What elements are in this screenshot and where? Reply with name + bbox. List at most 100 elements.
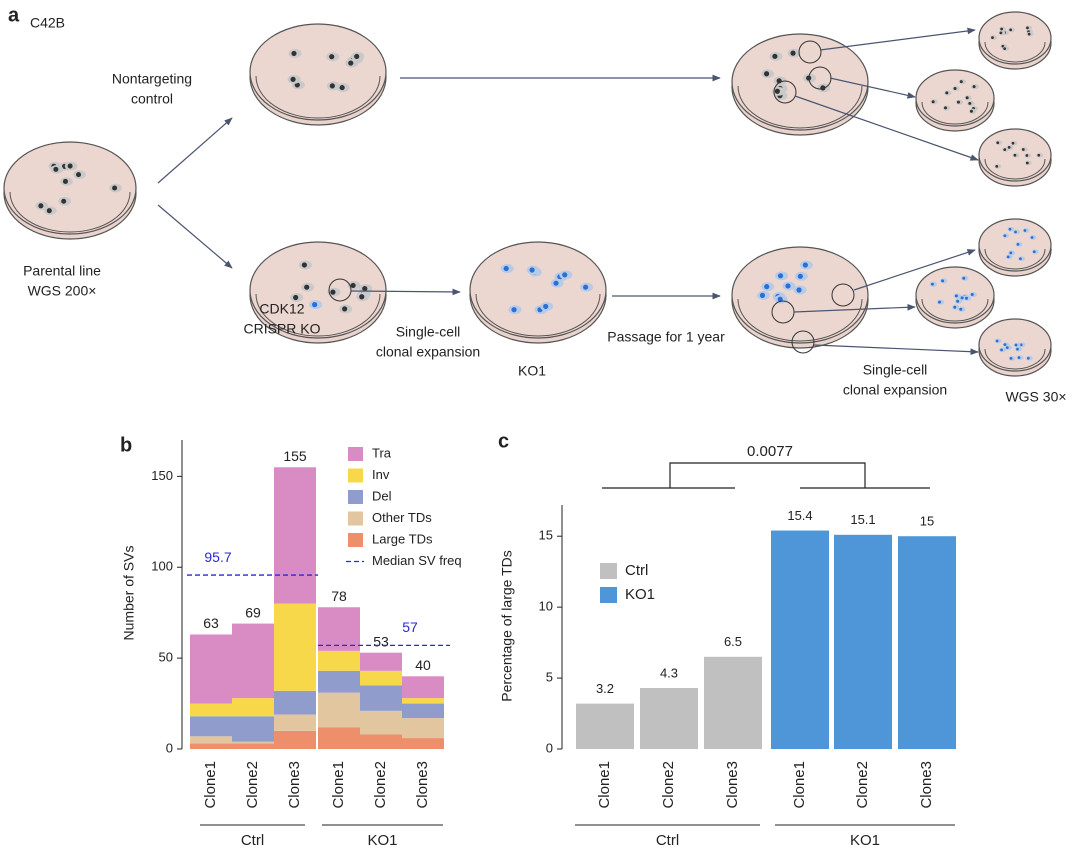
nucleus [1026,26,1029,30]
significance-bracket [602,462,930,489]
nucleus [1026,356,1030,360]
nucleus [965,96,969,100]
nucleus [1003,343,1007,347]
bar-segment [274,603,316,691]
highlight-ring [791,330,815,354]
legend-label: Ctrl [625,562,648,579]
legend-swatch [348,468,363,483]
dish-floor [737,298,863,342]
y-tick-label: 150 [151,468,173,483]
arrow [157,117,233,184]
petri-dish [915,69,995,132]
arrow [157,204,233,269]
nucleus [796,287,802,293]
arrow [350,288,461,296]
y-axis-title: Percentage of large TDs [499,550,515,702]
diagram-label: WGS 200× [28,283,97,299]
x-tick-label: Clone2 [372,761,389,809]
nucleus [553,280,559,286]
x-tick-label: Clone3 [414,761,431,809]
legend-label: Other TDs [372,510,432,525]
nucleus [583,284,589,290]
dish-floor [984,248,1046,270]
nucleus [1027,32,1031,36]
bar-segment [232,716,274,742]
nucleus [945,91,949,95]
y-tick-label: 50 [159,650,173,665]
bar-value-label: 6.5 [724,634,742,649]
diagram-label: CRISPR KO [243,321,320,337]
nucleus [964,296,968,300]
nucleus [777,296,783,302]
nucleus [1011,141,1015,145]
nucleus [312,302,318,308]
nucleus [329,54,335,60]
bar-segment [360,710,402,735]
nucleus [330,289,336,295]
arrow [853,249,976,291]
nucleus [764,284,770,290]
nucleus [562,272,568,278]
nucleus [339,84,345,91]
nucleus [1006,255,1010,259]
highlight-ring [773,80,797,104]
nucleus [293,294,299,301]
nucleus [995,164,999,168]
nucleus [1030,236,1034,239]
bar-value-label: 15.4 [787,508,812,523]
petri-dish [978,11,1052,70]
nucleus [968,101,972,105]
diagram-label: Single-cell [396,324,461,340]
nucleus [1003,148,1007,151]
diagram-label: WGS 30× [1005,389,1066,405]
significance-label: 0.0077 [747,443,793,460]
bar-segment [190,736,232,744]
nucleus [1025,161,1029,165]
nucleus [1019,257,1022,261]
dish-rim [249,241,387,339]
diagram-label: KO1 [518,363,546,379]
legend-swatch [348,511,363,526]
bar [834,534,892,749]
nucleus [1023,229,1027,232]
nucleus [1009,357,1013,360]
nucleus [972,85,976,89]
nucleus [329,83,335,89]
nucleus [941,279,945,283]
bar-segment [360,685,402,711]
nucleus [543,303,549,310]
nucleus [797,273,803,279]
dish-rim [731,246,869,344]
nucleus [953,87,957,90]
nucleus [342,306,348,312]
dish-floor [9,191,131,233]
nucleus [954,294,958,298]
diagram-label: clonal expansion [376,344,480,360]
arrow [793,303,916,313]
bar-total-label: 53 [373,633,389,649]
nucleus [1032,250,1036,254]
nucleus [1009,28,1013,32]
nucleus [301,262,307,268]
legend-label: Median SV freq [372,553,462,568]
group-label: Ctrl [241,832,264,849]
panel-label: a [8,4,20,26]
bar-segment [190,634,232,704]
group-label: KO1 [850,832,880,849]
x-tick-label: Clone1 [596,761,613,809]
nucleus [759,292,766,298]
panel-label: b [120,434,132,456]
arrow [829,77,916,99]
dish-rim [249,23,387,121]
legend-label: Del [372,488,392,503]
bar-segment [274,730,316,749]
median-label: 57 [402,619,418,635]
nucleus [785,283,791,289]
nucleus [290,76,296,82]
x-tick-label: Clone2 [660,761,677,809]
bar-segment [190,743,232,749]
group-label: KO1 [367,832,397,849]
nucleus [1025,154,1029,157]
nucleus [53,166,59,172]
nucleus [1000,348,1003,352]
